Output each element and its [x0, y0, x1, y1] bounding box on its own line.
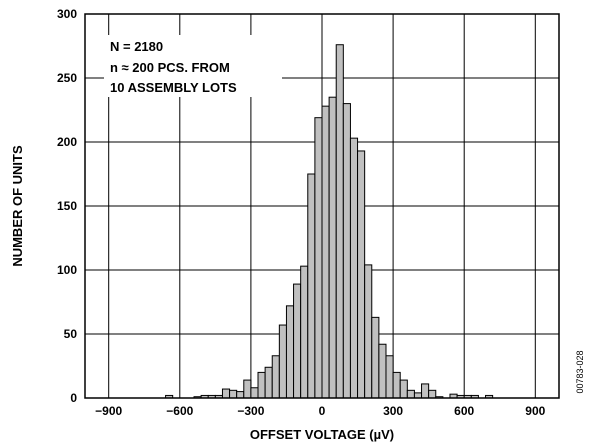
histogram-bar [243, 379, 252, 399]
histogram-bar [307, 173, 316, 399]
annotation-box [104, 35, 282, 97]
x-tick-label: −600 [166, 404, 193, 418]
histogram-bar [378, 343, 387, 399]
histogram-bar [364, 264, 373, 399]
histogram-bar [293, 283, 302, 399]
x-tick-label: 900 [525, 404, 545, 418]
histogram-bar [229, 389, 238, 399]
x-tick-label: 300 [383, 404, 403, 418]
x-axis-label: OFFSET VOLTAGE (µV) [250, 427, 394, 442]
histogram-bar [342, 103, 351, 399]
x-tick-label: 0 [319, 404, 326, 418]
annotation-line-2: n ≈ 200 PCS. FROM [110, 60, 230, 75]
histogram-bar [250, 387, 259, 399]
x-tick-labels: −900 −600 −300 0 300 600 900 [95, 404, 545, 418]
histogram-bar [421, 383, 430, 399]
x-tick-label: 600 [454, 404, 474, 418]
y-axis-label: NUMBER OF UNITS [10, 145, 25, 267]
y-tick-label: 200 [57, 135, 77, 149]
histogram-bar [349, 137, 359, 399]
y-tick-labels: 0 50 100 150 200 250 300 [57, 7, 77, 405]
histogram-bar [221, 388, 231, 399]
histogram-bar [278, 324, 287, 399]
x-tick-label: −300 [237, 404, 264, 418]
histogram-bar [428, 389, 437, 399]
figure-id-label: 00783-028 [575, 350, 585, 393]
histogram-bar [321, 105, 330, 399]
histogram-bar [264, 366, 273, 399]
y-tick-label: 300 [57, 7, 77, 21]
histogram-bar [257, 371, 266, 399]
histogram-bar [357, 150, 366, 399]
x-tick-label: −900 [95, 404, 122, 418]
histogram-bar [300, 265, 309, 399]
y-tick-label: 250 [57, 71, 77, 85]
histogram-bar [285, 305, 295, 399]
annotation-line-1: N = 2180 [110, 39, 163, 54]
y-tick-label: 100 [57, 263, 77, 277]
histogram-bar [406, 389, 415, 399]
annotation-line-3: 10 ASSEMBLY LOTS [110, 80, 237, 95]
histogram-bar [385, 355, 394, 399]
histogram-bar [314, 117, 323, 399]
y-tick-label: 50 [64, 327, 78, 341]
y-tick-label: 150 [57, 199, 77, 213]
histogram-bar [271, 355, 280, 399]
histogram-bar [236, 391, 245, 399]
histogram-bar [399, 379, 408, 399]
histogram-bar [328, 96, 337, 399]
plot-frame [84, 13, 560, 399]
histogram-bar [413, 392, 423, 399]
histogram-bar [371, 316, 380, 399]
y-tick-label: 0 [70, 391, 77, 405]
histogram-bar [392, 371, 401, 399]
histogram-bar [335, 44, 344, 399]
